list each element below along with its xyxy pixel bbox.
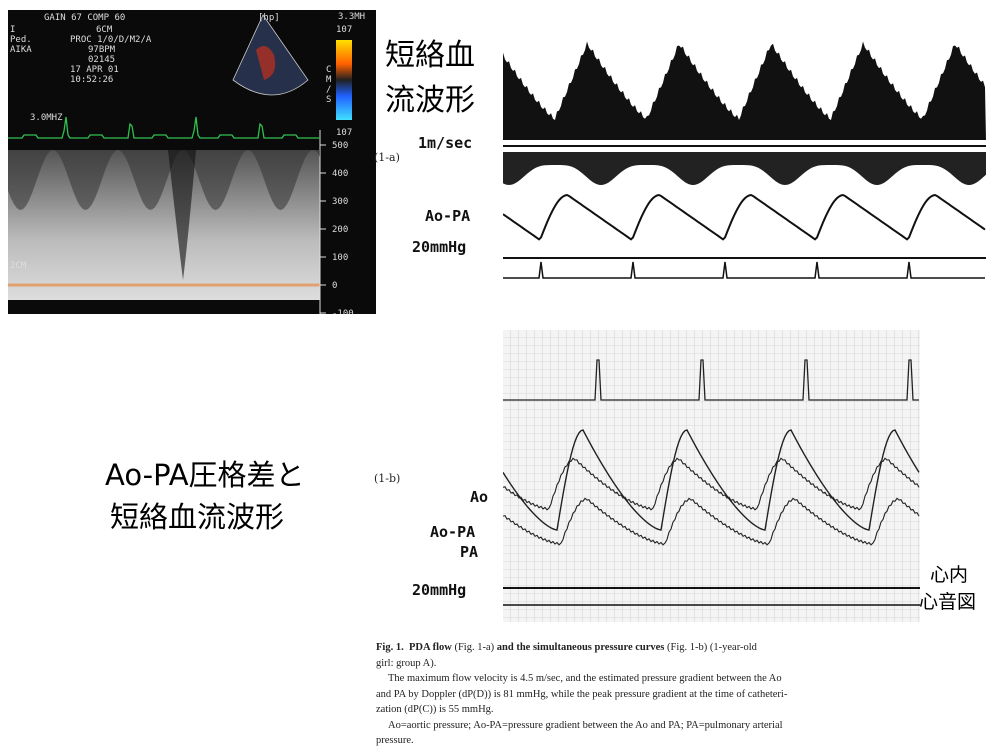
slide: 500 400 300 200 100 0 -100 GAIN 67 COMP 60 I P…: [0, 0, 986, 753]
us-text: C: [326, 65, 331, 75]
slide-caption: Ao-PA圧格差と: [105, 452, 305, 494]
trace-label: Ao-PA: [425, 207, 470, 225]
trace-background: [503, 0, 986, 300]
us-text: 97BPM: [88, 45, 116, 55]
scale-label: 20mmHg: [412, 238, 466, 256]
us-text: /: [326, 85, 331, 95]
trace-label: Ao: [470, 488, 488, 506]
us-text: M: [326, 75, 332, 85]
us-text: S: [326, 95, 331, 105]
us-freq: 3.3MH: [338, 12, 365, 22]
us-color-scale: 107: [336, 128, 352, 138]
panel-title: 流波形: [385, 75, 475, 119]
panel-label: (1-b): [374, 472, 400, 485]
us-text: 17 APR 01: [70, 65, 119, 75]
trace-label: Ao-PA: [430, 523, 475, 541]
us-color-scale: 107: [336, 25, 352, 35]
us-text: I: [10, 25, 15, 35]
panel-label: (1-a): [374, 151, 400, 164]
caption-text: (Fig. 1-a): [454, 642, 494, 653]
caption-line: pressure.: [376, 733, 986, 749]
us-header: GAIN 67 COMP 60: [44, 13, 125, 23]
caption-text: (Fig. 1-b) (1-year-old: [667, 642, 757, 653]
caption-line: zation (dP(C)) is 55 mmHg.: [376, 702, 986, 718]
pressure-trace: [503, 330, 920, 622]
caption-line: girl: group A).: [376, 656, 986, 672]
scale-label: 500: [332, 141, 348, 151]
us-text: PROC 1/0/D/M2/A: [70, 35, 152, 45]
scale-label: 300: [332, 197, 348, 207]
us-text: AIKA: [10, 45, 32, 55]
color-bar: [336, 40, 352, 120]
ultrasound-image: 500 400 300 200 100 0 -100 GAIN 67 COMP 60 I P…: [8, 10, 376, 314]
scale-label: -100: [332, 309, 354, 314]
caption-text: Fig. 1.: [376, 642, 404, 653]
figure-caption: Fig. 1. PDA flow (Fig. 1-a) and the simu…: [376, 640, 986, 753]
us-freq: 3.0MHZ: [30, 113, 63, 123]
us-depth: 2CM: [10, 261, 27, 271]
grid-paper: [503, 330, 920, 622]
panel-title: 短絡血: [385, 30, 475, 74]
us-text: 02145: [88, 55, 115, 65]
scale-label: 20mmHg: [412, 581, 466, 599]
us-text: Ped.: [10, 35, 32, 45]
doppler-trace: [503, 0, 986, 300]
caption-text: and the simultaneous pressure curves: [497, 642, 665, 653]
phono-label: 心音図: [919, 587, 976, 614]
caption-line: and PA by Doppler (dP(D)) is 81 mmHg, wh…: [376, 687, 986, 703]
phono-label: 心内: [930, 560, 968, 587]
caption-line: Fig. 1. PDA flow (Fig. 1-a) and the simu…: [376, 640, 986, 656]
caption-line: Ao=aortic pressure; Ao-PA=pressure gradi…: [376, 718, 986, 734]
caption-line: The maximum flow velocity is 4.5 m/sec, …: [376, 671, 986, 687]
scale-label: 1m/sec: [418, 134, 472, 152]
scale-label: 400: [332, 169, 348, 179]
us-text: 6CM: [96, 25, 113, 35]
us-probe: [hp]: [258, 13, 280, 23]
scale-label: 0: [332, 281, 337, 291]
scale-label: 200: [332, 225, 348, 235]
us-text: 10:52:26: [70, 75, 113, 85]
caption-text: PDA flow: [409, 642, 452, 653]
scale-label: 100: [332, 253, 348, 263]
slide-caption: 短絡血流波形: [110, 494, 284, 536]
trace-label: PA: [460, 543, 478, 561]
